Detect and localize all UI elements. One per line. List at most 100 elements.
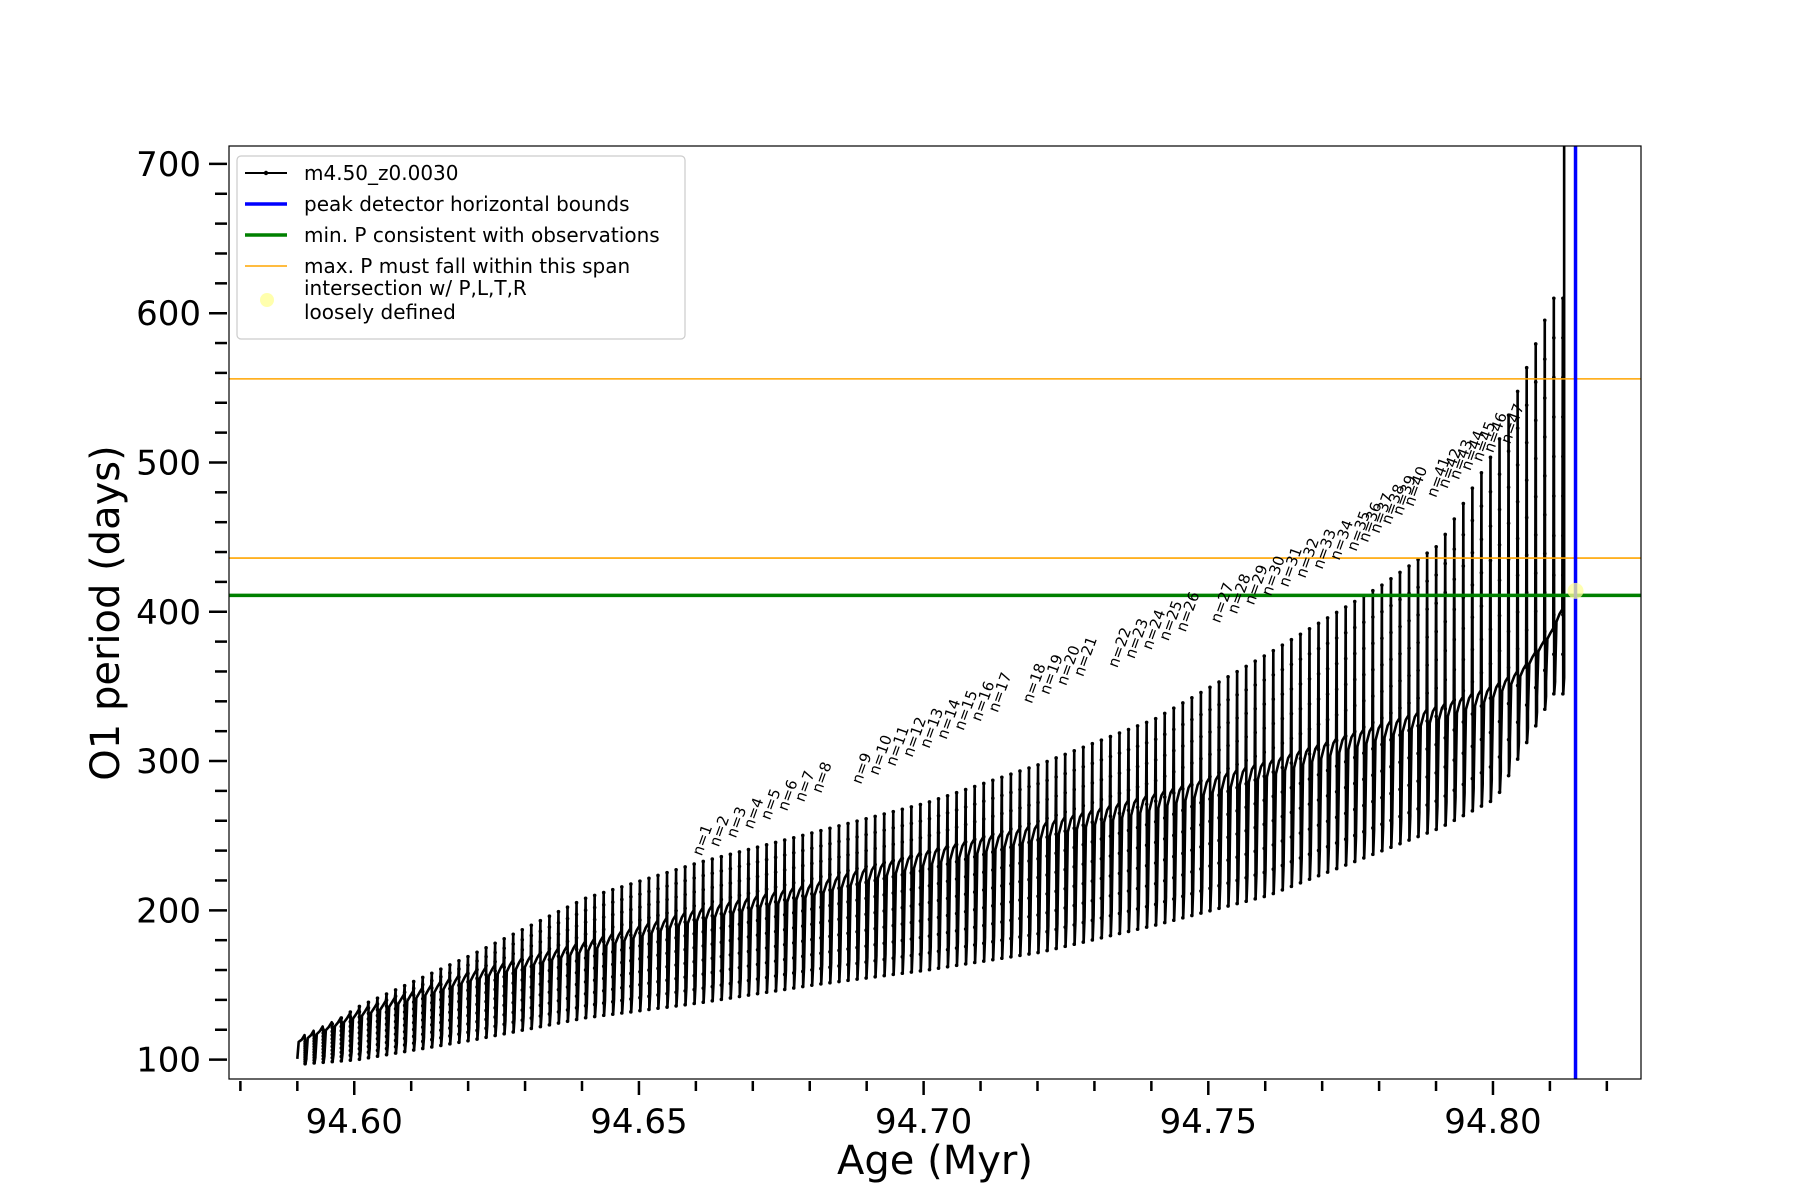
series-point: [1153, 861, 1158, 865]
series-point: [529, 964, 534, 969]
series-point: [1217, 702, 1221, 707]
series-point: [393, 1044, 398, 1049]
series-point: [855, 850, 859, 855]
series-point: [1289, 687, 1294, 691]
series-point: [1380, 769, 1384, 773]
series-point: [484, 990, 488, 995]
series-point: [1434, 658, 1438, 662]
series-point: [665, 884, 669, 888]
series-point: [1452, 547, 1457, 551]
series-point: [1398, 760, 1402, 765]
series-point: [656, 993, 660, 997]
series-point: [737, 864, 742, 869]
series-point: [1461, 813, 1466, 818]
series-point: [1506, 773, 1511, 778]
series-point: [538, 929, 543, 934]
series-point: [1352, 859, 1357, 864]
series-point: [366, 1044, 371, 1049]
series-point: [936, 949, 941, 954]
series-point: [737, 922, 742, 927]
series-point: [1488, 696, 1493, 700]
series-point: [1027, 822, 1031, 826]
series-point: [819, 859, 823, 864]
series-point: [1181, 701, 1185, 705]
series-point: [972, 872, 977, 877]
series-point: [1009, 936, 1013, 941]
series-point: [701, 944, 706, 948]
series-point: [1027, 784, 1031, 789]
series-point: [484, 963, 488, 968]
series-point: [1208, 707, 1212, 712]
series-point: [683, 865, 687, 869]
series-point: [1515, 573, 1520, 578]
series-point: [448, 1010, 452, 1015]
series-point: [1362, 646, 1366, 651]
series-point: [656, 966, 660, 971]
series-point: [366, 1055, 371, 1060]
series-point: [620, 973, 624, 977]
series-point: [583, 968, 588, 972]
series-point: [1298, 806, 1303, 811]
series-point: [1072, 807, 1077, 811]
series-point: [710, 871, 715, 876]
series-point: [1217, 793, 1221, 798]
series-point: [1470, 647, 1475, 652]
series-point: [1552, 612, 1556, 617]
series-point: [529, 1026, 534, 1031]
series-point: [855, 914, 859, 918]
series-point: [764, 872, 769, 877]
series-point: [1153, 819, 1158, 824]
series-point: [1253, 825, 1258, 830]
series-point: [1488, 524, 1493, 528]
series-point: [1416, 696, 1420, 700]
series-point: [1289, 711, 1294, 716]
series-point: [411, 1020, 416, 1025]
series-point: [1208, 864, 1212, 868]
series-point: [592, 1014, 597, 1019]
series-point: [1362, 777, 1366, 782]
series-point: [411, 1027, 416, 1032]
series-point: [411, 1007, 416, 1011]
series-point: [1416, 668, 1420, 673]
series-point: [393, 1019, 398, 1024]
series-point: [800, 969, 805, 974]
series-point: [1352, 729, 1357, 734]
series-point: [981, 870, 986, 875]
series-point: [1162, 920, 1167, 925]
series-point: [601, 1001, 606, 1005]
series-point: [402, 983, 407, 988]
series-point: [647, 1007, 651, 1012]
series-point: [1398, 841, 1402, 846]
series-point: [484, 1026, 488, 1031]
series-point: [565, 1008, 570, 1012]
series-point: [764, 990, 769, 995]
series-point: [909, 854, 914, 859]
series-point: [1515, 426, 1520, 431]
series-point: [683, 947, 687, 952]
series-point: [629, 958, 633, 963]
series-point: [357, 1046, 362, 1051]
series-point: [520, 1008, 525, 1012]
y-tick-label: 200: [136, 891, 201, 931]
series-point: [629, 895, 633, 899]
series-point: [583, 1015, 588, 1020]
series-point: [810, 968, 814, 972]
series-point: [1253, 659, 1258, 664]
series-point: [1271, 648, 1276, 653]
series-point: [601, 927, 606, 932]
series-point: [556, 921, 561, 925]
series-point: [900, 971, 905, 976]
series-point: [384, 998, 389, 1002]
series-point: [1434, 714, 1438, 719]
series-point: [665, 911, 669, 915]
series-point: [1099, 896, 1104, 901]
series-point: [746, 978, 751, 983]
series-point: [1027, 952, 1031, 956]
series-point: [1280, 814, 1285, 819]
series-point: [592, 978, 597, 983]
x-tick-label: 94.65: [590, 1102, 687, 1142]
series-point: [773, 914, 778, 919]
series-point: [755, 904, 760, 908]
series-point: [1253, 897, 1258, 901]
series-point: [556, 965, 561, 970]
